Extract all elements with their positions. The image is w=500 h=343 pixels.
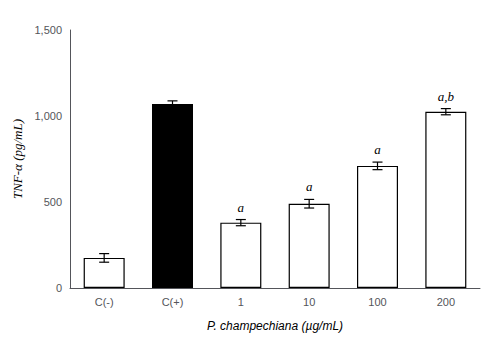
svg-text:10: 10 <box>303 296 315 308</box>
svg-text:100: 100 <box>368 296 386 308</box>
svg-text:a: a <box>238 200 245 215</box>
svg-text:C(-): C(-) <box>95 296 114 308</box>
svg-text:1,500: 1,500 <box>34 24 62 36</box>
svg-text:TNF-α (pg/mL): TNF-α (pg/mL) <box>10 119 25 199</box>
svg-text:a,b: a,b <box>438 89 455 104</box>
svg-text:1: 1 <box>238 296 244 308</box>
svg-text:200: 200 <box>437 296 455 308</box>
svg-text:a: a <box>374 142 381 157</box>
svg-text:500: 500 <box>44 196 62 208</box>
svg-text:P. champechiana (µg/mL): P. champechiana (µg/mL) <box>207 319 343 333</box>
svg-text:0: 0 <box>56 282 62 294</box>
svg-text:C(+): C(+) <box>162 296 184 308</box>
svg-text:1,000: 1,000 <box>34 110 62 122</box>
svg-text:a: a <box>306 179 313 194</box>
